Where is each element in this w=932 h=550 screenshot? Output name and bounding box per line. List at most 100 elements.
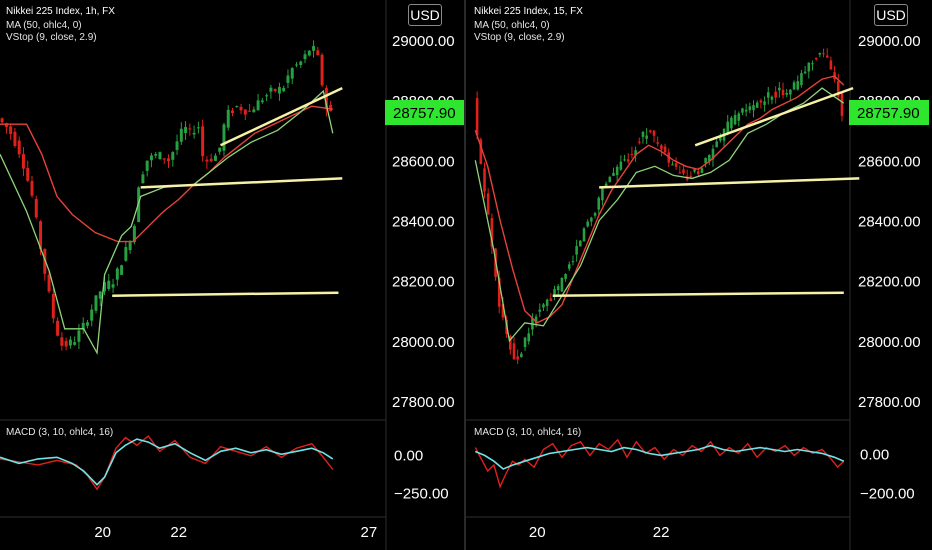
candle-body	[490, 218, 494, 247]
candle-body	[785, 92, 788, 95]
candle-body	[571, 261, 575, 263]
ma-indicator-label: MA (50, ohlc4, 0)	[6, 20, 82, 31]
y-tick-label: 28400.00	[392, 214, 455, 231]
chart-panel-right[interactable]: 29000.0028800.0028600.0028400.0028200.00…	[466, 0, 932, 550]
trendline	[694, 86, 854, 147]
chart-left-svg[interactable]: 29000.0028800.0028600.0028400.0028200.00…	[0, 0, 464, 550]
trendline	[599, 177, 860, 189]
y-tick-label: 28600.00	[858, 153, 921, 170]
candle-body	[501, 303, 505, 318]
macd-line	[474, 444, 845, 470]
candle-body	[265, 95, 269, 97]
candle-body	[167, 158, 171, 162]
candle-body	[840, 92, 844, 116]
trendline	[140, 177, 343, 189]
x-tick-label: 27	[361, 524, 378, 541]
candle-body	[623, 159, 626, 161]
candle-body	[64, 340, 68, 347]
candle-body	[534, 316, 538, 324]
candle-body	[39, 221, 43, 250]
macd-line	[0, 438, 334, 486]
candle-body	[590, 217, 593, 222]
candle-body	[744, 109, 748, 112]
candle-body	[226, 109, 230, 128]
candle-body	[103, 282, 107, 292]
macd-y-tick-label: −200.00	[860, 485, 915, 502]
candle-body	[316, 50, 320, 56]
candle-body	[479, 139, 483, 164]
last-price-label: 28757.90	[393, 105, 456, 122]
candle-body	[593, 212, 597, 216]
candle-body	[51, 294, 55, 319]
candle-body	[678, 172, 682, 174]
candle-body	[755, 102, 759, 108]
vstop-indicator-label: VStop (9, close, 2.9)	[6, 32, 97, 43]
candle-body	[597, 197, 601, 210]
candle-body	[68, 339, 72, 346]
candle-body	[545, 299, 549, 306]
candle-body	[575, 246, 578, 255]
candle-body	[26, 167, 30, 181]
candle-body	[30, 181, 34, 196]
candle-body	[192, 132, 196, 135]
candle-body	[696, 171, 700, 175]
candle-body	[145, 160, 149, 171]
candle-body	[538, 309, 542, 312]
candle-body	[634, 150, 637, 156]
candle-body	[520, 353, 523, 358]
candle-body	[770, 96, 774, 100]
macd-signal-line	[474, 438, 845, 489]
candle-body	[523, 337, 527, 348]
candle-body	[778, 87, 781, 91]
candle-body	[741, 108, 744, 113]
candle-body	[836, 81, 840, 97]
candle-body	[303, 54, 307, 60]
candle-body	[239, 106, 243, 111]
candle-body	[612, 172, 615, 176]
trendline	[552, 291, 844, 297]
candle-body	[56, 320, 60, 336]
candle-body	[807, 62, 811, 72]
macd-indicator-label: MACD (3, 10, ohlc4, 16)	[6, 427, 114, 438]
last-price-badge	[849, 100, 929, 125]
candle-body	[542, 304, 545, 308]
candle-body	[273, 89, 277, 92]
candle-body	[324, 87, 328, 110]
currency-button[interactable]: USD	[408, 4, 442, 26]
candle-body	[630, 153, 634, 155]
chart-panel-left[interactable]: 29000.0028800.0028600.0028400.0028200.00…	[0, 0, 464, 550]
candle-body	[295, 64, 298, 66]
candle-body	[656, 142, 659, 144]
macd-y-tick-label: −250.00	[394, 485, 449, 502]
candle-body	[708, 155, 711, 162]
candle-body	[641, 131, 645, 137]
candle-body	[800, 73, 803, 86]
candle-body	[256, 100, 260, 111]
candle-body	[774, 91, 777, 98]
candle-body	[700, 168, 704, 173]
candle-body	[615, 166, 619, 176]
candle-body	[132, 226, 136, 243]
trendline	[220, 87, 343, 147]
candle-body	[586, 221, 589, 227]
candle-body	[307, 50, 311, 56]
candle-body	[141, 174, 145, 184]
currency-button[interactable]: USD	[874, 4, 908, 26]
candle-body	[637, 141, 641, 143]
candle-body	[85, 322, 89, 326]
y-tick-label: 28000.00	[858, 334, 921, 351]
candle-body	[34, 199, 38, 218]
candle-body	[649, 130, 652, 132]
candle-body	[248, 110, 252, 112]
candle-body	[789, 89, 792, 95]
candle-body	[77, 330, 81, 342]
candle-body	[17, 140, 21, 155]
candle-body	[803, 71, 807, 74]
candle-body	[560, 277, 564, 292]
macd-y-tick-label: 0.00	[860, 446, 889, 463]
candle-body	[796, 81, 800, 90]
candle-body	[124, 247, 128, 261]
chart-right-svg[interactable]: 29000.0028800.0028600.0028400.0028200.00…	[466, 0, 932, 550]
candle-body	[730, 117, 733, 129]
candle-body	[556, 286, 560, 291]
